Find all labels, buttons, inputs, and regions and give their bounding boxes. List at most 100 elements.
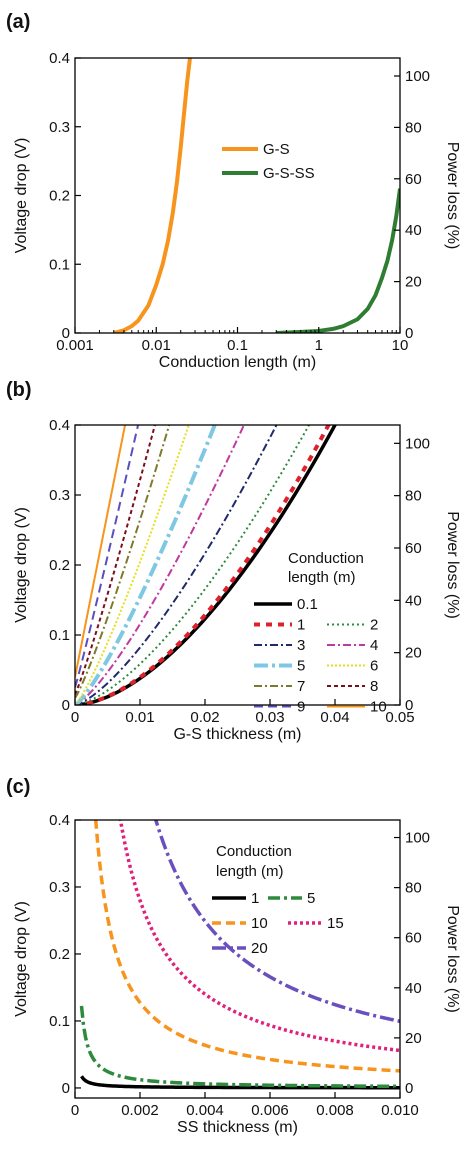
- legend-label: 8: [370, 678, 378, 695]
- y2-tick-label: 80: [405, 119, 422, 136]
- legend-label: 5: [297, 658, 305, 675]
- x-tick-label: 0.1: [227, 337, 248, 354]
- series-group: [79, 820, 400, 1090]
- y-tick-label: 0.3: [49, 879, 70, 896]
- y2-axis-label: Power loss (%): [444, 511, 461, 619]
- legend-label: 15: [327, 915, 344, 932]
- y2-tick-label: 60: [405, 540, 422, 557]
- x-tick-label: 0.004: [186, 1102, 224, 1119]
- y-tick-label: 0.3: [49, 487, 70, 504]
- series-group: [113, 58, 400, 333]
- x-tick-label: 0.010: [381, 1102, 419, 1119]
- y2-axis-label: Power loss (%): [444, 905, 461, 1013]
- series-line-1: [75, 425, 331, 705]
- series-line-15: [118, 820, 400, 1053]
- legend-label: 10: [251, 915, 268, 932]
- y2-tick-label: 0: [405, 1080, 413, 1097]
- panel-label: (b): [6, 379, 32, 401]
- legend-label: 3: [297, 637, 305, 654]
- legend-label: 5: [307, 890, 315, 907]
- x-axis-label: SS thickness (m): [177, 1119, 298, 1136]
- x-axis-label: G-S thickness (m): [173, 726, 301, 743]
- series-line-6: [75, 425, 190, 705]
- legend-title: length (m): [216, 863, 284, 880]
- y-tick-label: 0.2: [49, 946, 70, 963]
- legend-title: Conduction: [288, 550, 364, 567]
- y-tick-label: 0: [62, 325, 70, 342]
- y-tick-label: 0: [62, 1080, 70, 1097]
- series-line-0.1: [75, 425, 337, 705]
- legend-label: 6: [370, 658, 378, 675]
- series-line-9: [75, 425, 140, 688]
- series-line-G-S-SS: [276, 188, 400, 333]
- x-tick-label: 0.01: [142, 337, 171, 354]
- y2-tick-label: 0: [405, 325, 413, 342]
- chart-panel-1: [74, 424, 401, 708]
- series-line-5: [79, 1005, 400, 1089]
- y2-tick-label: 60: [405, 930, 422, 947]
- y2-tick-label: 40: [405, 592, 422, 609]
- series-line-5: [75, 425, 217, 705]
- x-tick-label: 0.05: [385, 709, 414, 726]
- x-tick-label: 0: [71, 709, 79, 726]
- chart-panel-2: [74, 819, 401, 1099]
- x-tick-label: 0.04: [320, 709, 349, 726]
- legend: [254, 602, 365, 708]
- legend: [212, 896, 322, 950]
- legend-label: 20: [251, 940, 268, 957]
- y2-tick-label: 20: [405, 645, 422, 662]
- legend-title: Conduction: [216, 843, 292, 860]
- x-tick-label: 0.008: [316, 1102, 354, 1119]
- series-line-2: [75, 425, 311, 705]
- y2-tick-label: 80: [405, 488, 422, 505]
- y2-tick-label: 60: [405, 171, 422, 188]
- legend: [222, 147, 258, 175]
- y-tick-label: 0: [62, 697, 70, 714]
- y2-tick-label: 100: [405, 68, 430, 85]
- panel-label: (c): [6, 776, 30, 798]
- y-tick-label: 0.3: [49, 119, 70, 136]
- y2-tick-label: 100: [405, 435, 430, 452]
- series-line-7: [75, 425, 171, 699]
- y-tick-label: 0.2: [49, 557, 70, 574]
- series-line-3: [75, 425, 278, 705]
- x-tick-label: 1: [315, 337, 323, 354]
- legend-title: length (m): [288, 569, 356, 586]
- x-tick-label: 0.001: [56, 337, 94, 354]
- plot-frame: [74, 57, 401, 334]
- y2-tick-label: 20: [405, 1030, 422, 1047]
- y-tick-label: 0.1: [49, 256, 70, 273]
- y-tick-label: 0.2: [49, 188, 70, 205]
- x-axis-label: Conduction length (m): [159, 354, 316, 371]
- y-tick-label: 0.1: [49, 627, 70, 644]
- series-line-10: [75, 425, 127, 678]
- x-tick-label: 10: [392, 337, 409, 354]
- legend-label: 4: [370, 637, 378, 654]
- y2-tick-label: 20: [405, 274, 422, 291]
- x-tick-label: 0.002: [121, 1102, 159, 1119]
- y2-tick-label: 40: [405, 980, 422, 997]
- legend-label: 10: [370, 699, 387, 716]
- y2-axis-label: Power loss (%): [444, 142, 461, 250]
- legend-label: 1: [251, 890, 259, 907]
- series-group: [75, 425, 337, 705]
- legend-label: G-S: [263, 141, 290, 158]
- series-line-4: [75, 425, 246, 705]
- legend-label: 1: [297, 617, 305, 634]
- plot-frame: [74, 819, 401, 1099]
- y-tick-label: 0.1: [49, 1013, 70, 1030]
- series-line-8: [75, 425, 156, 695]
- legend-label: 7: [297, 678, 305, 695]
- x-tick-label: 0.03: [255, 709, 284, 726]
- chart-panel-0: [74, 57, 401, 334]
- y-axis-label: Voltage drop (V): [13, 507, 30, 623]
- x-tick-label: 0.02: [190, 709, 219, 726]
- y-tick-label: 0.4: [49, 50, 70, 67]
- legend-label: 0.1: [297, 596, 318, 613]
- y-axis-label: Voltage drop (V): [13, 138, 30, 254]
- y-tick-label: 0.4: [49, 417, 70, 434]
- legend-label: G-S-SS: [263, 165, 315, 182]
- y-axis-label: Voltage drop (V): [13, 901, 30, 1017]
- legend-label: 9: [297, 699, 305, 716]
